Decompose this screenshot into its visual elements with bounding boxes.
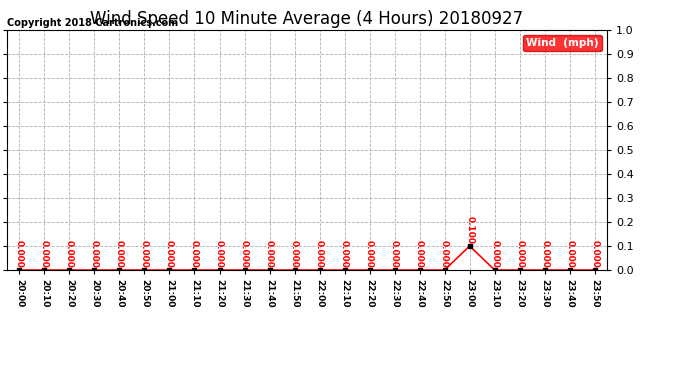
- Legend: Wind  (mph): Wind (mph): [523, 35, 602, 51]
- Text: 0.000: 0.000: [565, 240, 574, 268]
- Text: 0.000: 0.000: [590, 240, 599, 268]
- Text: 0.000: 0.000: [15, 240, 24, 268]
- Text: 0.000: 0.000: [115, 240, 124, 268]
- Text: 0.000: 0.000: [390, 240, 399, 268]
- Text: 0.000: 0.000: [190, 240, 199, 268]
- Text: 0.000: 0.000: [440, 240, 449, 268]
- Text: 0.000: 0.000: [315, 240, 324, 268]
- Text: 0.000: 0.000: [240, 240, 249, 268]
- Text: 0.000: 0.000: [90, 240, 99, 268]
- Text: 0.000: 0.000: [540, 240, 549, 268]
- Text: 0.000: 0.000: [140, 240, 149, 268]
- Text: 0.000: 0.000: [340, 240, 349, 268]
- Text: 0.000: 0.000: [415, 240, 424, 268]
- Text: 0.000: 0.000: [215, 240, 224, 268]
- Text: 0.100: 0.100: [465, 216, 474, 244]
- Text: 0.000: 0.000: [490, 240, 499, 268]
- Text: 0.000: 0.000: [365, 240, 374, 268]
- Text: 0.000: 0.000: [40, 240, 49, 268]
- Text: 0.000: 0.000: [65, 240, 74, 268]
- Text: Copyright 2018 Cartronics.com: Copyright 2018 Cartronics.com: [7, 18, 178, 28]
- Text: 0.000: 0.000: [515, 240, 524, 268]
- Text: 0.000: 0.000: [165, 240, 174, 268]
- Text: 0.000: 0.000: [265, 240, 274, 268]
- Text: 0.000: 0.000: [290, 240, 299, 268]
- Title: Wind Speed 10 Minute Average (4 Hours) 20180927: Wind Speed 10 Minute Average (4 Hours) 2…: [90, 10, 524, 28]
